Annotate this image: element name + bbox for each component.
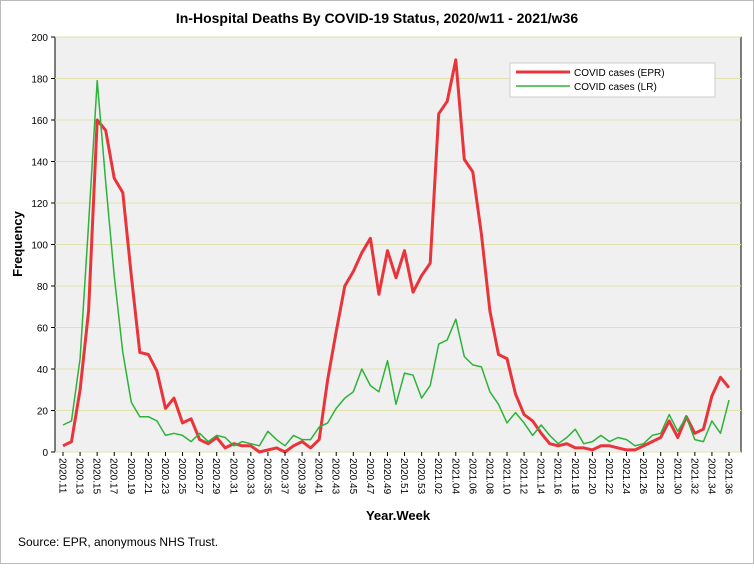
y-tick-label: 160 xyxy=(31,116,48,127)
x-tick-label: 2020.21 xyxy=(142,458,153,495)
legend-box xyxy=(509,62,716,98)
data-line xyxy=(62,58,731,454)
x-tick-label: 2020.51 xyxy=(398,458,409,495)
y-tick-label: 140 xyxy=(31,158,48,169)
y-tick-label: 100 xyxy=(31,241,48,252)
x-tick-label: 2021.20 xyxy=(586,458,597,495)
x-tick-label: 2021.14 xyxy=(535,458,546,495)
chart-title: In-Hospital Deaths By COVID-19 Status, 2… xyxy=(176,10,578,26)
x-tick-label: 2021.12 xyxy=(518,458,529,495)
x-tick-label: 2020.29 xyxy=(210,458,221,495)
x-tick-label: 2021.32 xyxy=(688,458,699,495)
x-tick-label: 2021.02 xyxy=(432,458,443,495)
y-tick-label: 40 xyxy=(37,365,49,376)
y-tick-label: 60 xyxy=(37,324,49,335)
x-axis-label: Year.Week xyxy=(366,508,431,523)
x-tick-label: 2020.47 xyxy=(364,458,375,495)
x-tick-label: 2020.17 xyxy=(108,458,119,495)
x-tick-label: 2020.19 xyxy=(125,458,136,495)
x-tick-label: 2021.24 xyxy=(620,458,631,495)
data-line xyxy=(62,79,730,447)
x-tick-label: 2020.15 xyxy=(91,458,102,495)
x-tick-label: 2021.06 xyxy=(466,458,477,495)
y-tick-label: 0 xyxy=(42,448,48,459)
x-tick-label: 2021.10 xyxy=(501,458,512,495)
x-tick-label: 2020.41 xyxy=(313,458,324,495)
x-tick-label: 2021.22 xyxy=(603,458,614,495)
x-tick-label: 2021.18 xyxy=(569,458,580,495)
x-tick-label: 2021.08 xyxy=(483,458,494,495)
x-tick-label: 2021.26 xyxy=(637,458,648,495)
x-tick-label: 2020.39 xyxy=(296,458,307,495)
x-tick-label: 2021.16 xyxy=(552,458,563,495)
y-tick-label: 180 xyxy=(31,75,48,86)
source-note: Source: EPR, anonymous NHS Trust. xyxy=(18,535,218,549)
x-tick-label: 2020.43 xyxy=(330,458,341,495)
x-tick-label: 2020.23 xyxy=(159,458,170,495)
x-tick-label: 2020.37 xyxy=(279,458,290,495)
x-tick-label: 2021.28 xyxy=(654,458,665,495)
y-tick-label: 80 xyxy=(37,282,49,293)
y-tick-label: 200 xyxy=(31,33,48,44)
y-tick-label: 20 xyxy=(37,407,49,418)
x-tick-label: 2021.36 xyxy=(723,458,734,495)
x-tick-label: 2020.27 xyxy=(193,458,204,495)
x-tick-label: 2021.34 xyxy=(705,458,716,495)
y-tick-label: 120 xyxy=(31,199,48,210)
x-tick-label: 2020.11 xyxy=(57,458,68,494)
y-axis-label: Frequency xyxy=(10,210,25,277)
x-tick-label: 2021.04 xyxy=(449,458,460,495)
x-tick-label: 2020.53 xyxy=(415,458,426,495)
legend-label: COVID cases (LR) xyxy=(574,82,657,93)
x-tick-label: 2020.45 xyxy=(347,458,358,495)
x-tick-label: 2020.49 xyxy=(381,458,392,495)
x-tick-label: 2020.13 xyxy=(74,458,85,495)
x-tick-label: 2020.25 xyxy=(176,458,187,495)
x-tick-label: 2021.30 xyxy=(671,458,682,495)
x-tick-label: 2020.35 xyxy=(261,458,272,495)
x-tick-label: 2020.33 xyxy=(244,458,255,495)
x-tick-label: 2020.31 xyxy=(227,458,238,495)
legend-label: COVID cases (EPR) xyxy=(574,68,665,79)
